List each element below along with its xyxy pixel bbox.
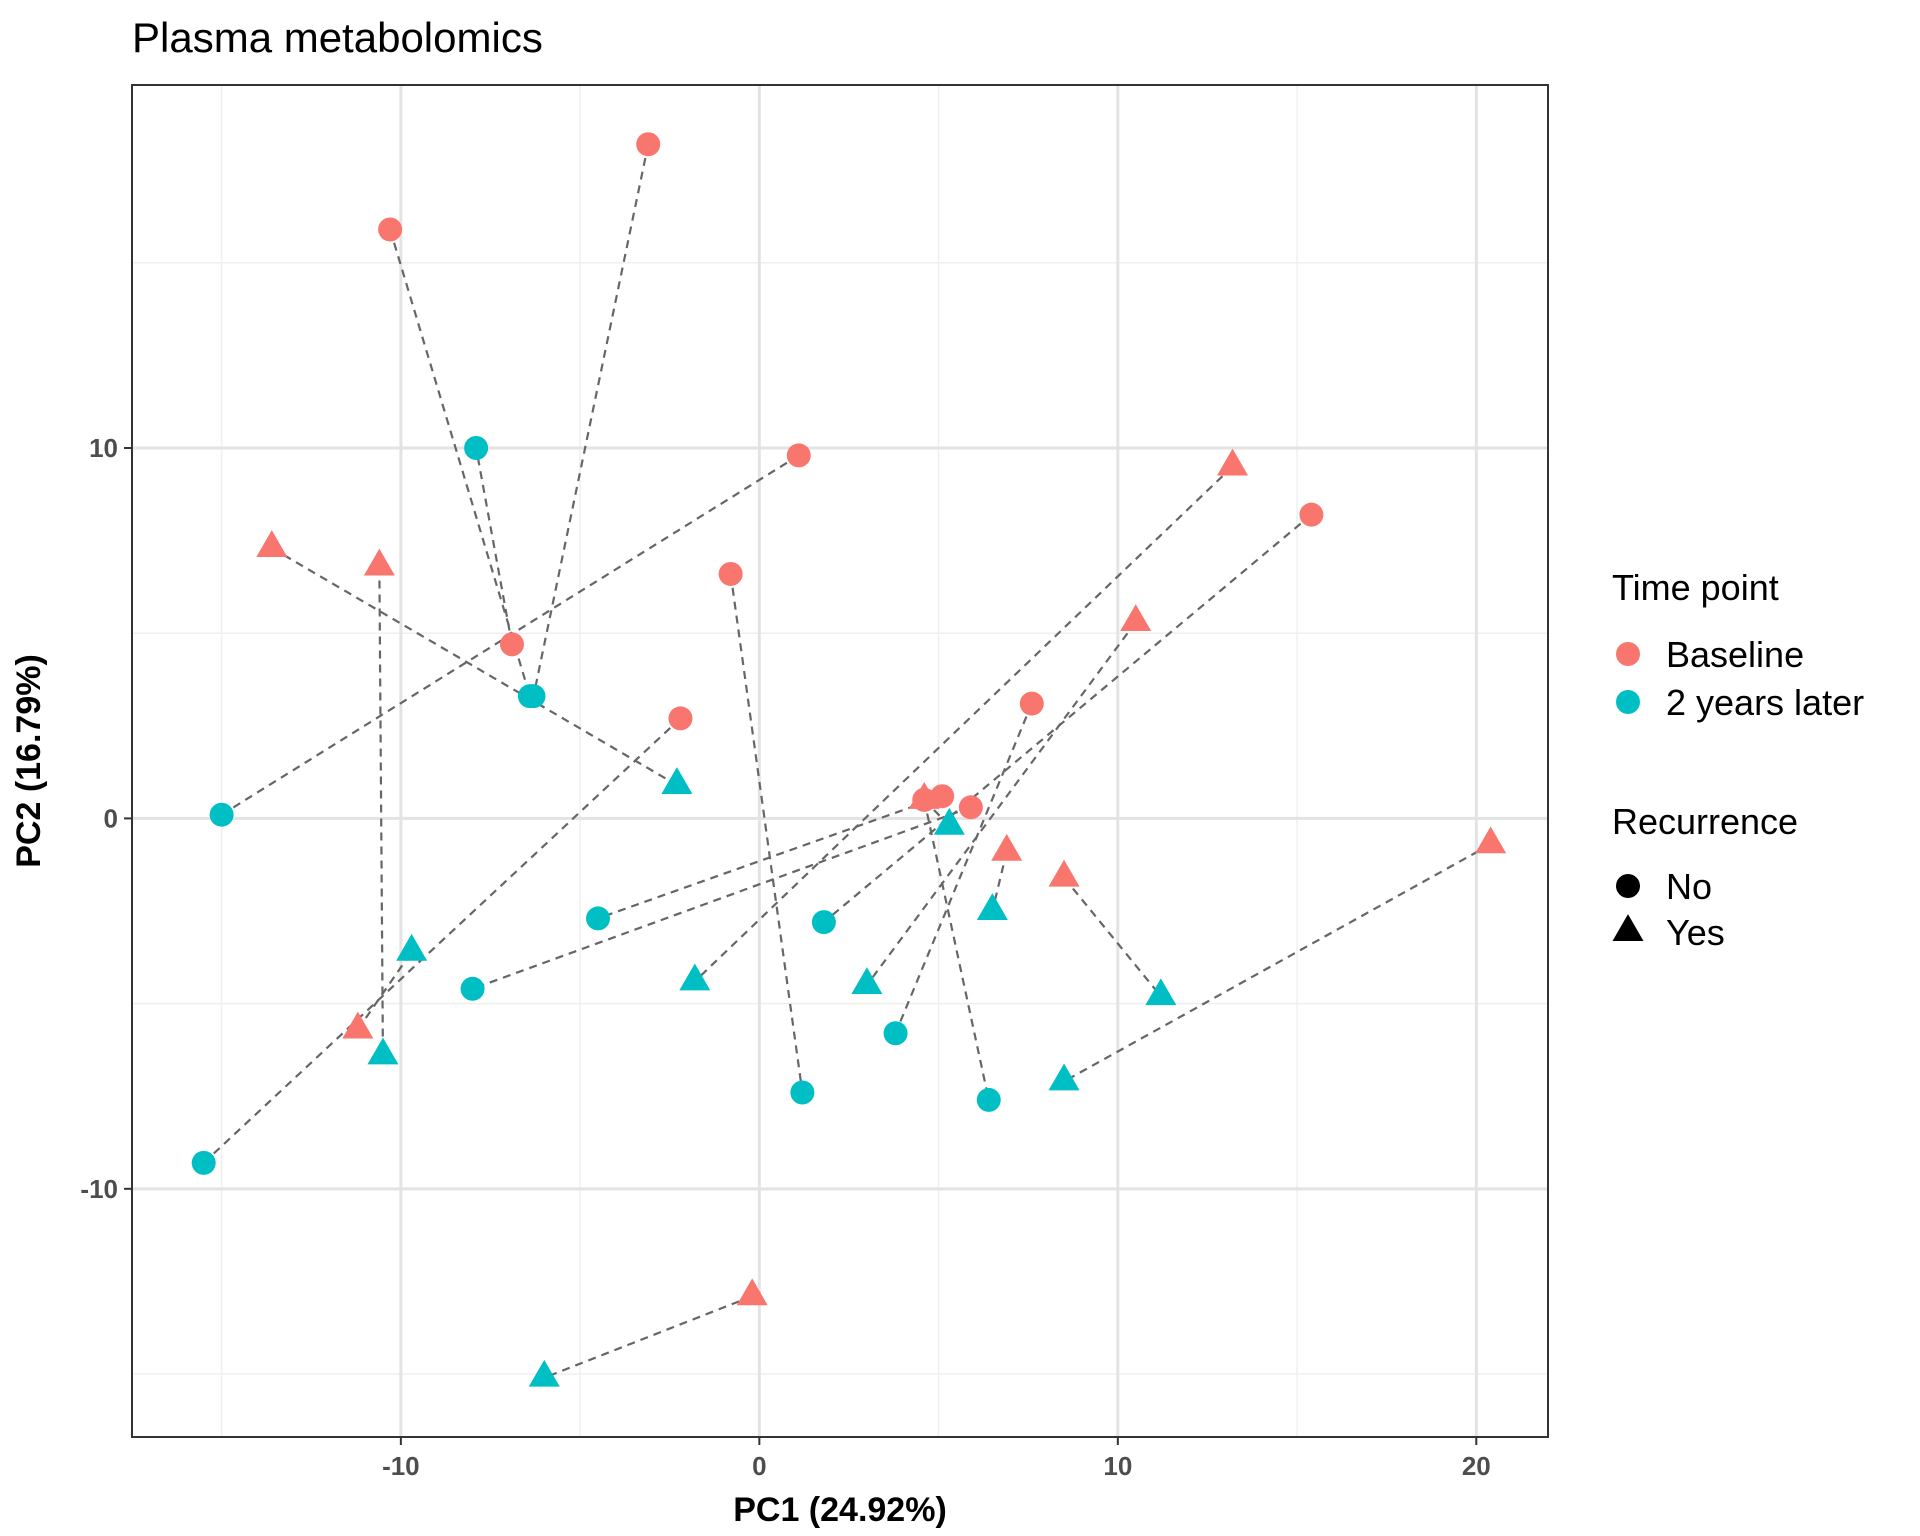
later-triangle-point: [679, 963, 711, 991]
x-axis: -10 0 10 20: [382, 1437, 1491, 1481]
baseline-circle-point: [668, 706, 693, 731]
baseline-triangle-point: [1120, 604, 1152, 632]
shape-legend-title: Recurrence: [1612, 801, 1798, 842]
x-axis-title: PC1 (24.92%): [733, 1491, 947, 1529]
pair-connector-line: [866, 621, 1137, 986]
later-circle-point: [790, 1080, 815, 1105]
x-tick-label: 20: [1462, 1451, 1491, 1481]
pair-connector-line: [271, 547, 678, 787]
shape-legend-key: [1616, 874, 1640, 898]
pair-connector-line: [729, 573, 804, 1093]
shape-legend-label: No: [1666, 866, 1712, 907]
shape-legend-key: [1612, 914, 1644, 941]
shape-legend-items: No Yes: [1612, 866, 1725, 953]
later-triangle-point: [1145, 978, 1177, 1006]
plot-panel: [131, 84, 1549, 1438]
y-tick-label: 10: [89, 433, 118, 463]
baseline-circle-point: [636, 132, 661, 157]
grid-lines: [132, 85, 1548, 1437]
baseline-triangle-point: [256, 530, 288, 557]
pair-connector-line: [1063, 843, 1492, 1083]
baseline-circle-point: [378, 217, 403, 242]
color-legend-key: [1616, 690, 1640, 714]
baseline-circle-point: [958, 795, 983, 820]
pair-connector-line: [532, 144, 650, 697]
color-legend-title: Time point: [1612, 567, 1779, 608]
color-legend-label: 2 years later: [1666, 682, 1864, 723]
pair-connector-line: [1063, 876, 1162, 997]
pair-connector-line: [356, 951, 413, 1031]
y-tick-label: -10: [80, 1174, 118, 1204]
pair-connector-line: [923, 799, 990, 1101]
later-circle-point: [811, 910, 836, 935]
pair-connector-line: [597, 795, 943, 920]
baseline-triangle-point: [342, 1011, 374, 1039]
later-triangle-point: [367, 1037, 399, 1065]
pair-connector-line: [823, 513, 1313, 923]
y-tick-label: 0: [104, 803, 118, 833]
later-triangle-point: [851, 967, 883, 995]
baseline-triangle-point: [991, 833, 1023, 861]
shape-legend-label: Yes: [1666, 912, 1725, 953]
baseline-circle-point: [786, 443, 811, 468]
x-tick-label: 0: [752, 1451, 766, 1481]
later-circle-point: [191, 1150, 216, 1175]
later-circle-point: [517, 684, 542, 709]
pair-connector-line: [894, 703, 1033, 1034]
baseline-triangle-point: [1217, 448, 1249, 476]
baseline-circle-point: [718, 561, 743, 586]
y-axis: -10 0 10: [80, 433, 132, 1204]
data-points: [191, 132, 1507, 1387]
baseline-triangle-point: [908, 781, 940, 809]
panel-border: [131, 84, 1549, 1438]
baseline-circle-point: [1299, 502, 1324, 527]
later-triangle-point: [396, 933, 428, 961]
later-circle-point: [464, 436, 489, 461]
later-triangle-point: [933, 807, 965, 835]
pair-connector-line: [991, 851, 1008, 912]
legend: Time point Baseline 2 years later Recurre…: [1612, 567, 1864, 953]
baseline-triangle-point: [1475, 826, 1507, 854]
x-tick-label: 10: [1103, 1451, 1132, 1481]
x-tick-label: -10: [382, 1451, 420, 1481]
baseline-circle-point: [930, 784, 955, 809]
later-circle-point: [586, 906, 611, 931]
later-circle-point: [460, 976, 485, 1001]
later-circle-point: [883, 1021, 908, 1046]
later-triangle-point: [661, 767, 693, 795]
later-circle-point: [976, 1087, 1001, 1112]
pair-connector-line: [543, 1295, 753, 1379]
later-triangle-point: [1048, 1063, 1080, 1091]
y-axis-title: PC2 (16.79%): [10, 654, 48, 868]
color-legend-key: [1616, 642, 1640, 666]
baseline-circle-point: [1019, 691, 1044, 716]
pair-connector-line: [694, 465, 1234, 983]
color-legend-label: Baseline: [1666, 634, 1804, 675]
baseline-circle-point: [499, 632, 524, 657]
pair-connector-line: [202, 717, 682, 1164]
baseline-triangle-point: [736, 1278, 768, 1306]
pair-connector-line: [475, 447, 514, 645]
pair-connector-line: [378, 566, 385, 1056]
color-legend-items: Baseline 2 years later: [1616, 634, 1864, 723]
pair-connector-lines: [202, 144, 1492, 1379]
pair-connector-line: [472, 806, 972, 990]
pair-connector-line: [389, 229, 531, 697]
baseline-triangle-point: [363, 548, 395, 576]
later-triangle-point: [528, 1359, 560, 1387]
later-circle-point: [209, 802, 234, 827]
baseline-triangle-point: [1048, 859, 1080, 887]
later-triangle-point: [976, 893, 1008, 920]
chart-title: Plasma metabolomics: [132, 14, 543, 61]
